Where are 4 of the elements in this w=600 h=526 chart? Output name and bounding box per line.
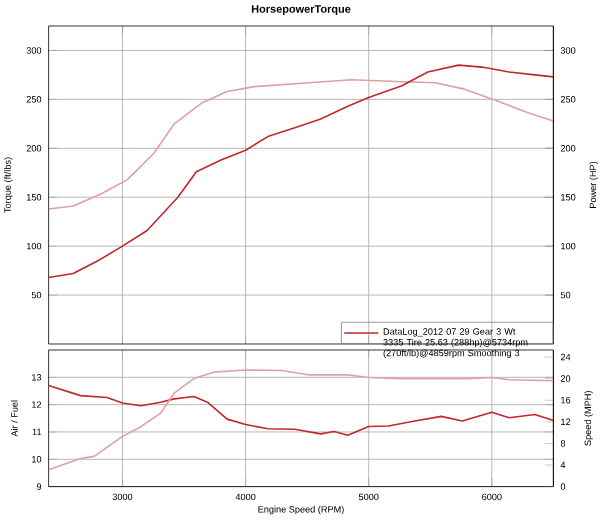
line-series bbox=[48, 384, 554, 437]
line-series bbox=[48, 64, 554, 279]
line-series bbox=[48, 369, 554, 471]
line-series bbox=[48, 79, 554, 210]
